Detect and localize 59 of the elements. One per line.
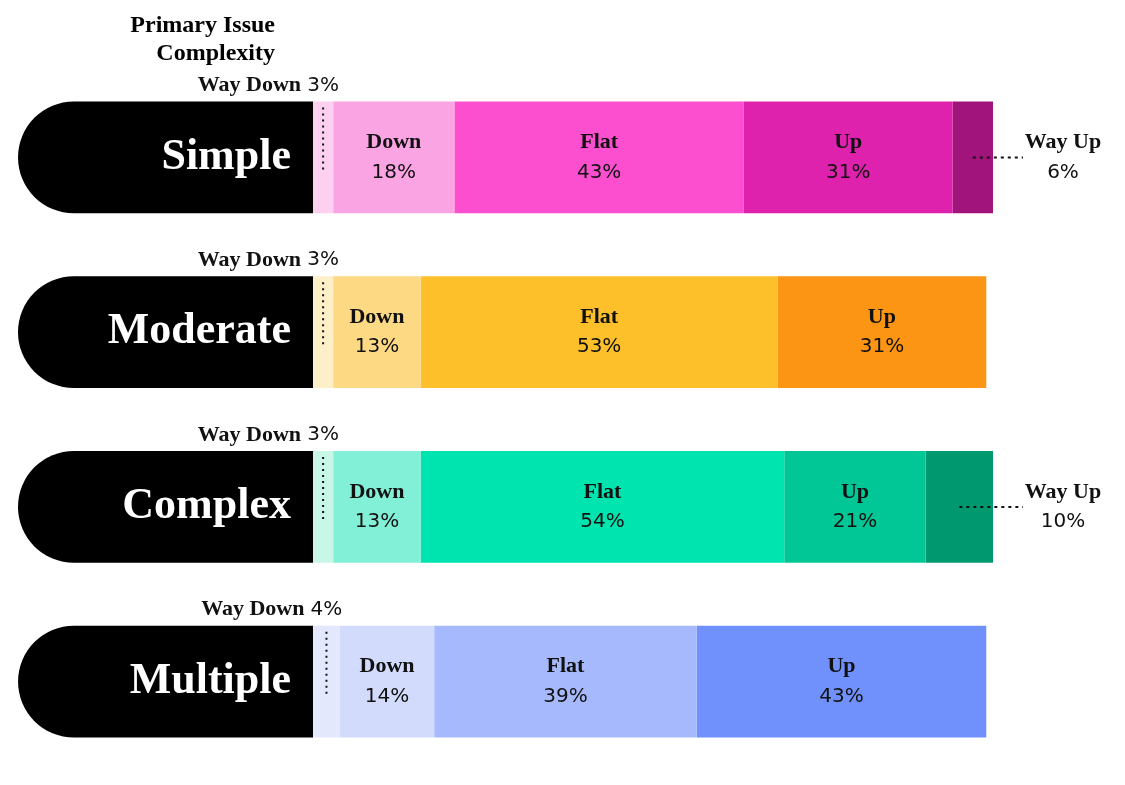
bar bbox=[784, 450, 926, 563]
data-label: 53% bbox=[576, 333, 622, 358]
data-label: 13% bbox=[354, 333, 400, 358]
bar bbox=[313, 625, 340, 738]
bar bbox=[333, 101, 455, 214]
bar bbox=[743, 101, 953, 214]
series-label: Way Up bbox=[1024, 128, 1102, 154]
text: Flat bbox=[580, 302, 619, 328]
text: Down bbox=[359, 652, 415, 678]
bar bbox=[777, 276, 987, 389]
data-label: 43% bbox=[576, 158, 622, 183]
text: Flat bbox=[580, 128, 619, 154]
data-label: 21% bbox=[832, 508, 878, 533]
bar bbox=[696, 625, 987, 738]
y-tick-label: Multiple bbox=[129, 653, 291, 703]
bar bbox=[420, 450, 785, 563]
data-label: 14% bbox=[364, 682, 410, 707]
text: Way Down bbox=[197, 420, 302, 446]
data-label: 3% bbox=[307, 71, 339, 96]
data-label: 3% bbox=[307, 421, 339, 446]
data-label: 43% bbox=[819, 682, 864, 707]
text: Way Down bbox=[197, 245, 302, 271]
bar bbox=[952, 101, 993, 214]
data-label: 3% bbox=[307, 246, 339, 271]
y-axis-title: Primary Issue Complexity bbox=[130, 11, 276, 66]
bar bbox=[434, 625, 697, 738]
bar bbox=[420, 276, 778, 389]
bar bbox=[925, 450, 993, 563]
data-label: 4% bbox=[310, 595, 343, 620]
y-tick-label: Simple bbox=[161, 129, 291, 179]
bar bbox=[313, 450, 334, 563]
text: Down bbox=[366, 128, 422, 154]
bar bbox=[313, 276, 334, 389]
text: Up bbox=[867, 302, 896, 328]
data-label: 39% bbox=[543, 682, 588, 707]
bar bbox=[454, 101, 744, 214]
series-label: Up bbox=[827, 652, 856, 678]
data-label: 10% bbox=[1040, 508, 1086, 533]
text: Up bbox=[834, 128, 863, 154]
text: Flat bbox=[583, 477, 622, 503]
data-label: 31% bbox=[859, 333, 905, 358]
y-tick-label: Moderate bbox=[107, 304, 291, 354]
data-label: 13% bbox=[354, 508, 400, 533]
text: Way Down bbox=[197, 71, 302, 97]
data-label: 31% bbox=[826, 158, 871, 183]
data-label: 18% bbox=[371, 158, 417, 183]
series-label: Way Down bbox=[201, 595, 305, 621]
data-label: 6% bbox=[1047, 158, 1079, 183]
series-label: Down bbox=[349, 302, 405, 328]
text: Down bbox=[349, 477, 405, 503]
y-tick-label: Complex bbox=[122, 479, 291, 529]
text: Up bbox=[840, 477, 870, 503]
bar bbox=[333, 276, 421, 389]
text: Way Up bbox=[1024, 477, 1102, 503]
bar bbox=[333, 450, 421, 563]
data-label: 54% bbox=[580, 508, 625, 533]
series-label: Flat bbox=[546, 652, 586, 678]
bar bbox=[339, 625, 435, 738]
bar bbox=[313, 101, 334, 214]
